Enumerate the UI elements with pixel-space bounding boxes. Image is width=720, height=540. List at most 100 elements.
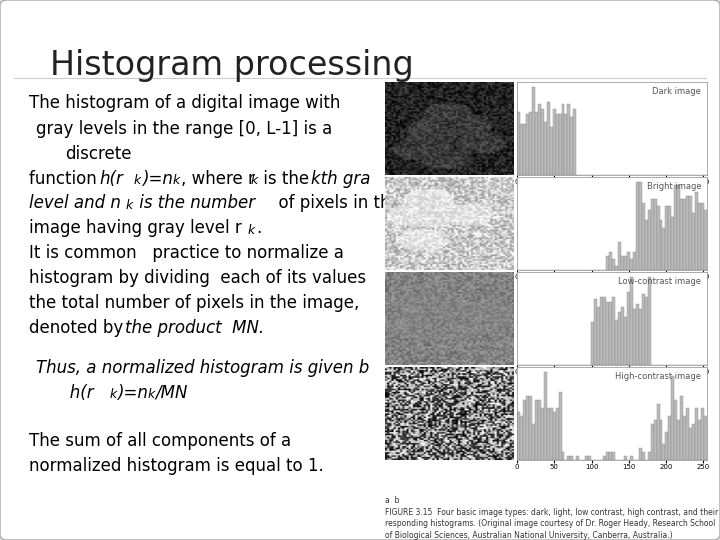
- Bar: [562, 452, 564, 460]
- Bar: [624, 317, 627, 365]
- Bar: [630, 276, 633, 365]
- Bar: [567, 104, 570, 175]
- Bar: [665, 206, 668, 270]
- Bar: [609, 252, 612, 270]
- Bar: [541, 408, 544, 460]
- Bar: [564, 114, 567, 175]
- Text: k: k: [125, 199, 132, 212]
- Text: The histogram of a digital image with: The histogram of a digital image with: [29, 94, 340, 112]
- Bar: [520, 416, 523, 460]
- Bar: [689, 428, 692, 460]
- Bar: [630, 456, 633, 460]
- Bar: [523, 400, 526, 460]
- Text: /MN: /MN: [156, 384, 188, 402]
- Bar: [562, 104, 564, 175]
- Bar: [633, 252, 636, 270]
- Bar: [660, 220, 662, 270]
- Bar: [704, 416, 707, 460]
- Bar: [654, 199, 657, 270]
- Bar: [680, 199, 683, 270]
- Bar: [678, 420, 680, 460]
- Text: of pixels in th: of pixels in th: [268, 194, 390, 212]
- Text: Low-contrast image: Low-contrast image: [618, 277, 701, 286]
- Text: Dark image: Dark image: [652, 87, 701, 96]
- Bar: [535, 400, 538, 460]
- Text: gray levels in the range [0, L-1] is a: gray levels in the range [0, L-1] is a: [36, 120, 332, 138]
- Bar: [642, 203, 644, 270]
- Bar: [528, 396, 532, 460]
- Bar: [644, 220, 648, 270]
- Bar: [606, 302, 609, 365]
- Bar: [683, 416, 686, 460]
- Bar: [696, 408, 698, 460]
- Bar: [701, 408, 704, 460]
- Bar: [600, 297, 603, 365]
- Bar: [689, 195, 692, 270]
- Bar: [612, 259, 615, 270]
- Bar: [538, 400, 541, 460]
- Bar: [612, 297, 615, 365]
- Bar: [618, 312, 621, 365]
- Bar: [668, 206, 671, 270]
- Bar: [621, 256, 624, 270]
- Bar: [686, 195, 689, 270]
- Bar: [651, 199, 654, 270]
- Text: High-contrast image: High-contrast image: [616, 372, 701, 381]
- Bar: [624, 256, 627, 270]
- Text: is the number: is the number: [134, 194, 255, 212]
- Bar: [612, 452, 615, 460]
- Text: the total number of pixels in the image,: the total number of pixels in the image,: [29, 294, 359, 312]
- Bar: [603, 297, 606, 365]
- Text: k: k: [133, 174, 140, 187]
- Bar: [633, 309, 636, 365]
- Text: kth gra: kth gra: [311, 170, 371, 187]
- Text: )=n: )=n: [117, 384, 148, 402]
- Text: , where r: , where r: [181, 170, 256, 187]
- Bar: [660, 420, 662, 460]
- Bar: [642, 452, 644, 460]
- Bar: [662, 227, 665, 270]
- Bar: [642, 294, 644, 365]
- Text: h(r: h(r: [99, 170, 123, 187]
- Bar: [657, 206, 660, 270]
- Bar: [698, 420, 701, 460]
- Bar: [606, 256, 609, 270]
- Bar: [597, 307, 600, 365]
- Bar: [570, 456, 573, 460]
- Bar: [559, 392, 562, 460]
- Bar: [538, 104, 541, 175]
- Text: The sum of all components of a: The sum of all components of a: [29, 432, 291, 450]
- Bar: [639, 181, 642, 270]
- Bar: [517, 112, 520, 175]
- Text: k: k: [109, 388, 117, 401]
- Bar: [546, 408, 549, 460]
- Bar: [662, 444, 665, 460]
- Text: Thus, a normalized histogram is given b: Thus, a normalized histogram is given b: [36, 359, 369, 377]
- Text: k: k: [173, 174, 180, 187]
- Bar: [636, 181, 639, 270]
- Bar: [615, 266, 618, 270]
- Text: .: .: [256, 219, 261, 237]
- Text: denoted by: denoted by: [29, 319, 128, 336]
- Bar: [696, 192, 698, 270]
- Bar: [594, 299, 597, 365]
- Bar: [517, 412, 520, 460]
- Bar: [559, 114, 562, 175]
- Text: a  b
FIGURE 3.15  Four basic image types: dark, light, low contrast, high contra: a b FIGURE 3.15 Four basic image types: …: [385, 496, 720, 540]
- Bar: [532, 424, 535, 460]
- Bar: [570, 117, 573, 175]
- Text: level and n: level and n: [29, 194, 121, 212]
- Bar: [657, 404, 660, 460]
- Bar: [636, 305, 639, 365]
- Bar: [671, 217, 675, 270]
- Bar: [591, 322, 594, 365]
- Bar: [665, 432, 668, 460]
- Bar: [630, 259, 633, 270]
- Bar: [698, 203, 701, 270]
- Bar: [553, 109, 556, 175]
- Text: It is common   practice to normalize a: It is common practice to normalize a: [29, 244, 343, 262]
- Bar: [668, 416, 671, 460]
- Bar: [651, 424, 654, 460]
- Bar: [609, 452, 612, 460]
- Bar: [577, 456, 580, 460]
